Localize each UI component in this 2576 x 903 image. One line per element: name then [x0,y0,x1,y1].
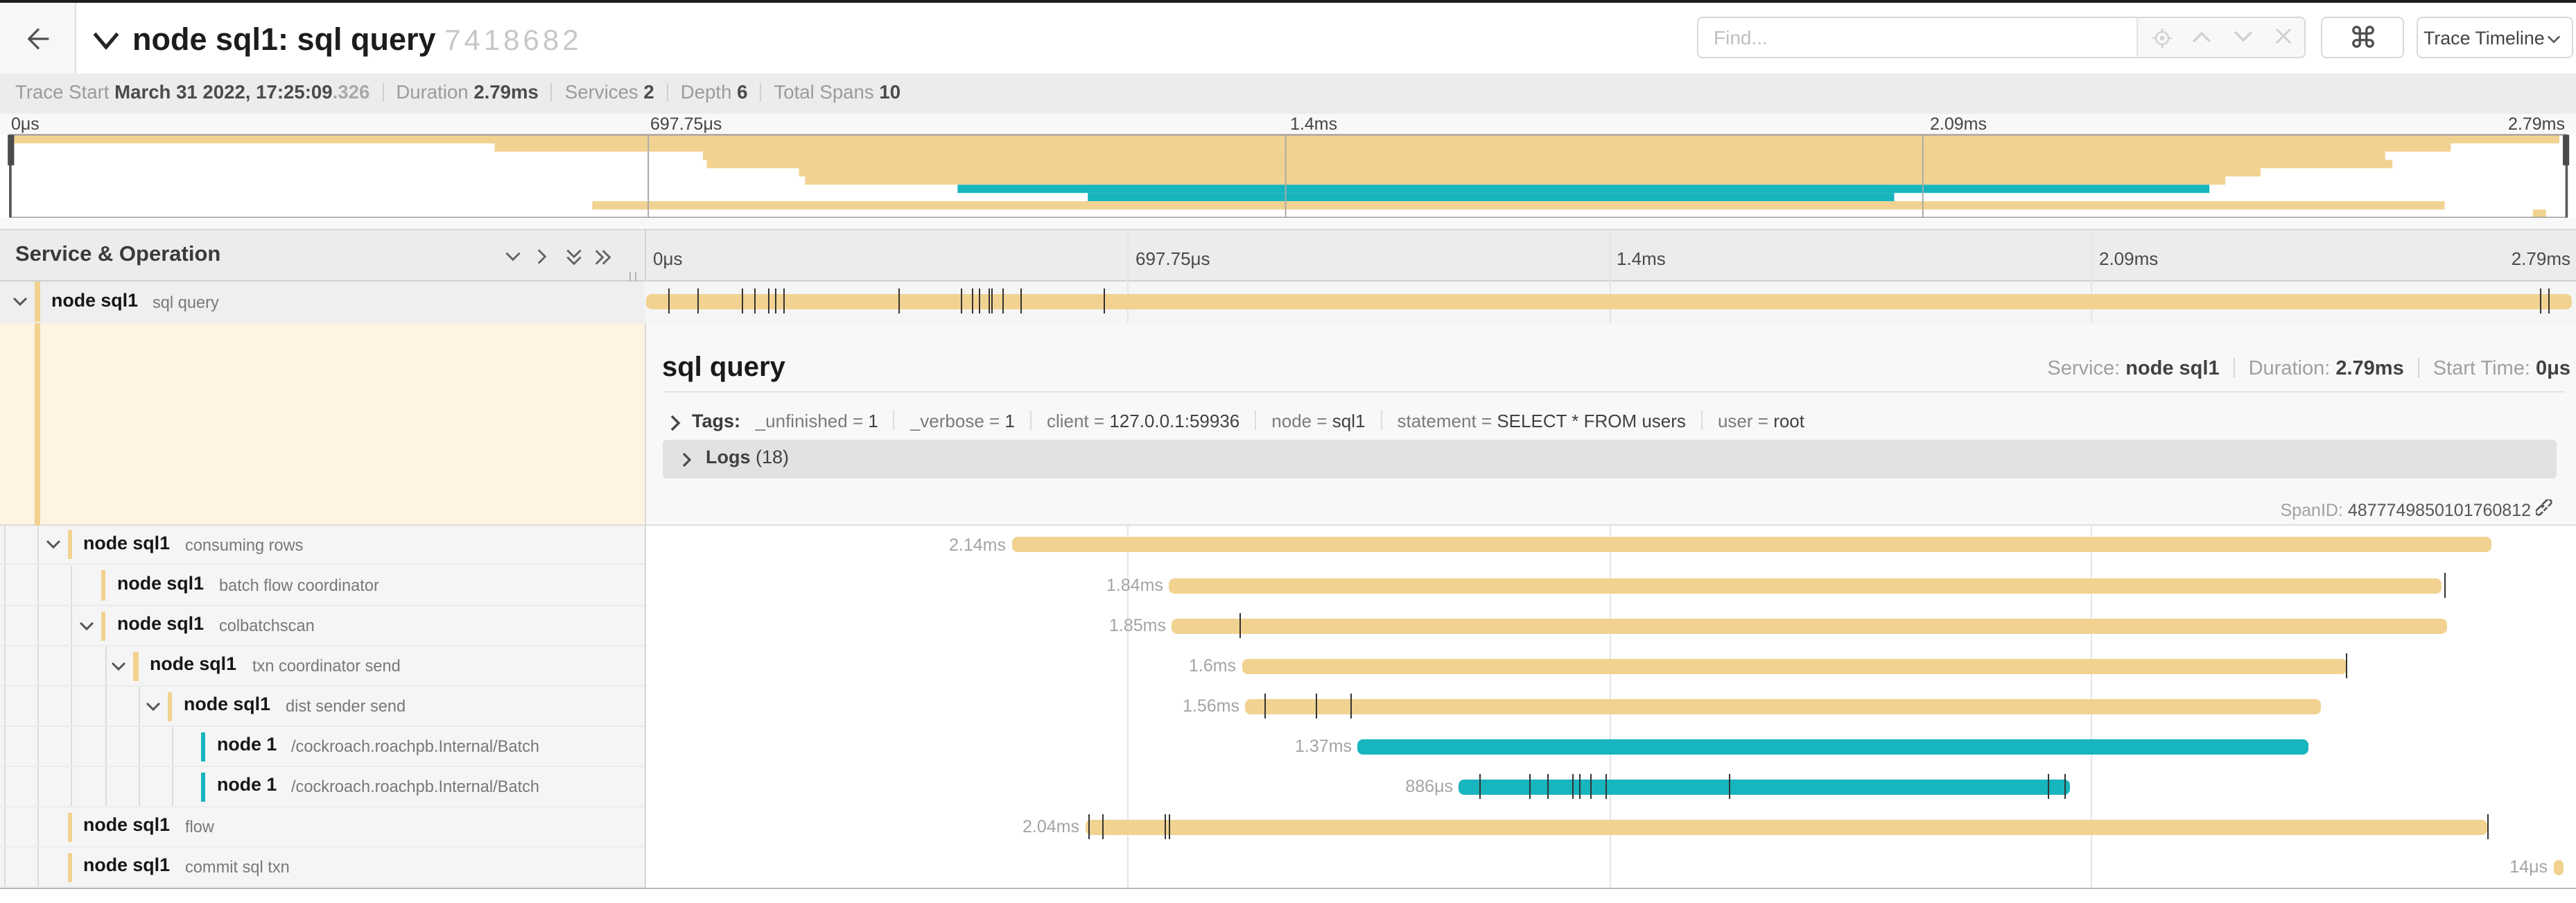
svg-text:697.75μs: 697.75μs [650,114,722,134]
svg-text:1.4ms: 1.4ms [1290,114,1337,134]
svg-text:2.09ms: 2.09ms [1930,114,1987,134]
svg-text:2.79ms: 2.79ms [2508,114,2565,134]
svg-text:0μs: 0μs [11,114,40,134]
